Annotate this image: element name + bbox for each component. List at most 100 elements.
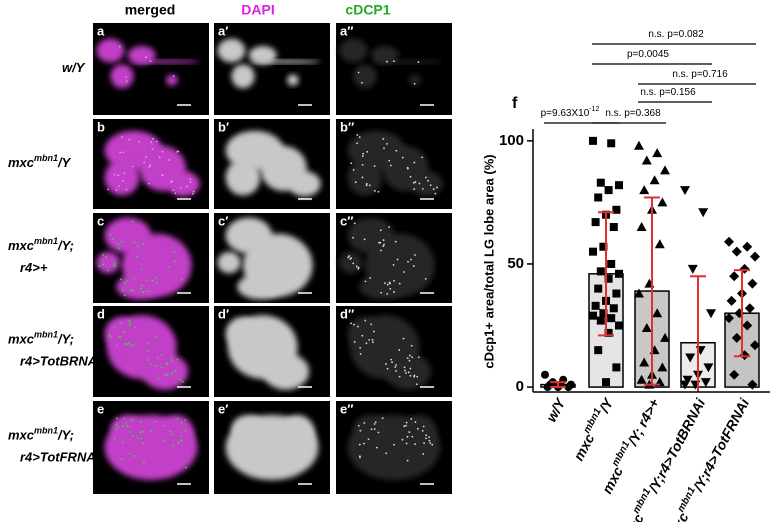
signal-dot <box>172 444 175 447</box>
signal-dot <box>373 428 376 430</box>
tissue <box>217 38 246 63</box>
signal-dot <box>132 165 134 168</box>
signal-dot <box>388 226 391 228</box>
signal-dot <box>356 325 359 328</box>
signal-dot <box>173 260 176 263</box>
signal-dot <box>385 452 388 455</box>
text-segment: -12 <box>589 106 599 113</box>
signal-dot <box>417 356 420 359</box>
signal-dot <box>348 255 351 257</box>
tissue <box>251 59 321 64</box>
tissue <box>287 74 299 86</box>
signal-dot <box>114 262 116 265</box>
data-point <box>680 186 690 196</box>
signal-dot <box>129 324 131 327</box>
signal-dot <box>422 425 425 428</box>
signal-dot <box>141 430 144 433</box>
signal-dot <box>123 172 126 175</box>
panel-label: c″ <box>340 213 353 228</box>
data-point <box>599 309 608 318</box>
panel-label: d″ <box>340 306 354 321</box>
signal-dot <box>132 289 135 292</box>
signal-dot <box>155 364 158 367</box>
data-point <box>703 363 714 373</box>
significance-label: n.s. p=0.716 <box>672 69 728 80</box>
row-label: r4>TotBRNAi <box>20 354 101 369</box>
signal-dot <box>179 378 182 381</box>
signal-dot <box>155 276 158 279</box>
signal-dot <box>386 293 389 295</box>
signal-dot <box>161 150 164 153</box>
row-label: mxcmbn1/Y <box>8 153 72 170</box>
data-point <box>685 353 696 363</box>
panel-label: e <box>97 401 104 416</box>
signal-dot <box>383 243 385 246</box>
signal-dot <box>122 151 124 154</box>
signal-dot <box>128 138 131 141</box>
signal-dot <box>403 425 406 428</box>
signal-dot <box>352 236 355 239</box>
signal-dot <box>115 417 118 420</box>
signal-dot <box>174 370 177 373</box>
data-point <box>636 222 647 232</box>
signal-dot <box>358 443 361 446</box>
signal-dot <box>405 424 407 427</box>
panel-label: a′ <box>218 23 228 38</box>
signal-dot <box>350 322 353 325</box>
data-point <box>589 247 597 256</box>
signal-dot <box>134 326 136 329</box>
signal-dot <box>356 142 358 145</box>
signal-dot <box>170 372 173 375</box>
signal-dot <box>410 258 412 261</box>
data-point <box>660 165 670 175</box>
signal-dot <box>386 283 389 286</box>
panel-label: b′ <box>218 119 229 134</box>
text-segment: /Y; <box>57 428 74 443</box>
signal-dot <box>396 258 399 261</box>
signal-dot <box>418 182 421 185</box>
signal-dot <box>379 229 382 232</box>
signal-dot <box>163 425 166 427</box>
data-point <box>654 239 665 249</box>
signal-dot <box>121 458 123 461</box>
data-point <box>612 363 621 372</box>
signal-dot <box>151 279 154 282</box>
signal-dot <box>154 420 157 423</box>
plot-area <box>540 136 760 392</box>
signal-dot <box>425 434 428 437</box>
signal-dot <box>353 323 355 326</box>
signal-dot <box>117 174 120 177</box>
text-segment: mxc <box>570 431 597 463</box>
signal-dot <box>115 189 118 191</box>
signal-dot <box>192 190 195 193</box>
signal-dot <box>115 428 118 431</box>
signal-dot <box>370 323 373 326</box>
signal-dot <box>361 334 364 337</box>
text-segment: /Y; <box>57 332 74 347</box>
signal-dot <box>402 271 405 273</box>
signal-dot <box>350 257 352 259</box>
signal-dot <box>409 374 412 377</box>
tissue <box>347 316 383 350</box>
tissue <box>166 74 178 86</box>
signal-dot <box>401 438 404 441</box>
signal-dot <box>382 245 385 248</box>
data-point <box>649 175 660 185</box>
signal-dot <box>150 141 153 144</box>
signal-dot <box>417 427 419 430</box>
text-segment: n.s. p=0.368 <box>605 108 661 119</box>
signal-dot <box>180 439 183 442</box>
data-point <box>726 295 737 306</box>
signal-dot <box>371 338 374 341</box>
data-point <box>641 322 652 332</box>
signal-dot <box>140 420 142 423</box>
signal-dot <box>147 342 150 344</box>
signal-dot <box>385 363 387 365</box>
signal-dot <box>128 322 131 324</box>
signal-dot <box>125 76 128 78</box>
signal-dot <box>176 417 179 420</box>
signal-dot <box>117 426 120 429</box>
signal-dot <box>138 141 140 143</box>
signal-dot <box>350 162 353 165</box>
signal-dot <box>361 81 363 84</box>
